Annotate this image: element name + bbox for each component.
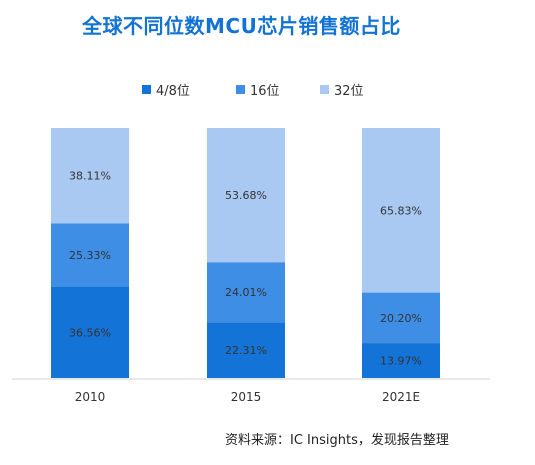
x-tick-2021e: 2021E bbox=[382, 390, 420, 404]
data-label-2015-32bit: 53.68% bbox=[225, 189, 267, 202]
legend: 4/8位 16位 32位 bbox=[0, 80, 535, 100]
data-label-2015-4-8bit: 22.31% bbox=[225, 344, 267, 357]
legend-item-4-8bit: 4/8位 bbox=[142, 80, 190, 99]
source-note: 资料来源：IC Insights，发现报告整理 bbox=[225, 433, 449, 448]
bar-2021e-32bit bbox=[362, 128, 440, 293]
bar-2010-32bit bbox=[51, 128, 129, 224]
data-label-2021e-16bit: 20.20% bbox=[380, 312, 422, 325]
legend-item-16bit: 16位 bbox=[236, 80, 280, 99]
legend-label-4-8bit: 4/8位 bbox=[156, 84, 190, 99]
bar-2015-32bit bbox=[207, 128, 285, 263]
data-label-2015-16bit: 24.01% bbox=[225, 286, 267, 299]
data-label-2010-4-8bit: 36.56% bbox=[69, 326, 111, 339]
data-label-2010-16bit: 25.33% bbox=[69, 249, 111, 262]
legend-swatch-4-8bit bbox=[142, 85, 151, 94]
bar-2021e-4-8bit bbox=[362, 343, 440, 378]
chart-title: 全球不同位数MCU芯片销售额占比 bbox=[82, 14, 401, 38]
x-tick-labels: 2010 2015 2021E bbox=[75, 390, 420, 404]
bar-2010-16bit bbox=[51, 223, 129, 287]
legend-swatch-32bit bbox=[320, 85, 329, 94]
bar-2015-16bit bbox=[207, 262, 285, 323]
bar-2010-4-8bit bbox=[51, 286, 129, 378]
legend-label-16bit: 16位 bbox=[250, 84, 280, 99]
x-tick-2015: 2015 bbox=[231, 390, 262, 404]
legend-item-32bit: 32位 bbox=[320, 80, 364, 99]
data-label-2010-32bit: 38.11% bbox=[69, 170, 111, 183]
legend-label-32bit: 32位 bbox=[334, 84, 364, 99]
data-label-2021e-4-8bit: 13.97% bbox=[380, 355, 422, 368]
x-tick-2010: 2010 bbox=[75, 390, 106, 404]
bar-2015-4-8bit bbox=[207, 322, 285, 378]
bars-layer: 36.56% 25.33% 38.11% 22.31% 24.01% 53.68% 13.9… bbox=[51, 128, 440, 378]
data-label-2021e-32bit: 65.83% bbox=[380, 204, 422, 217]
legend-swatch-16bit bbox=[236, 85, 245, 94]
bar-2021e-16bit bbox=[362, 292, 440, 344]
